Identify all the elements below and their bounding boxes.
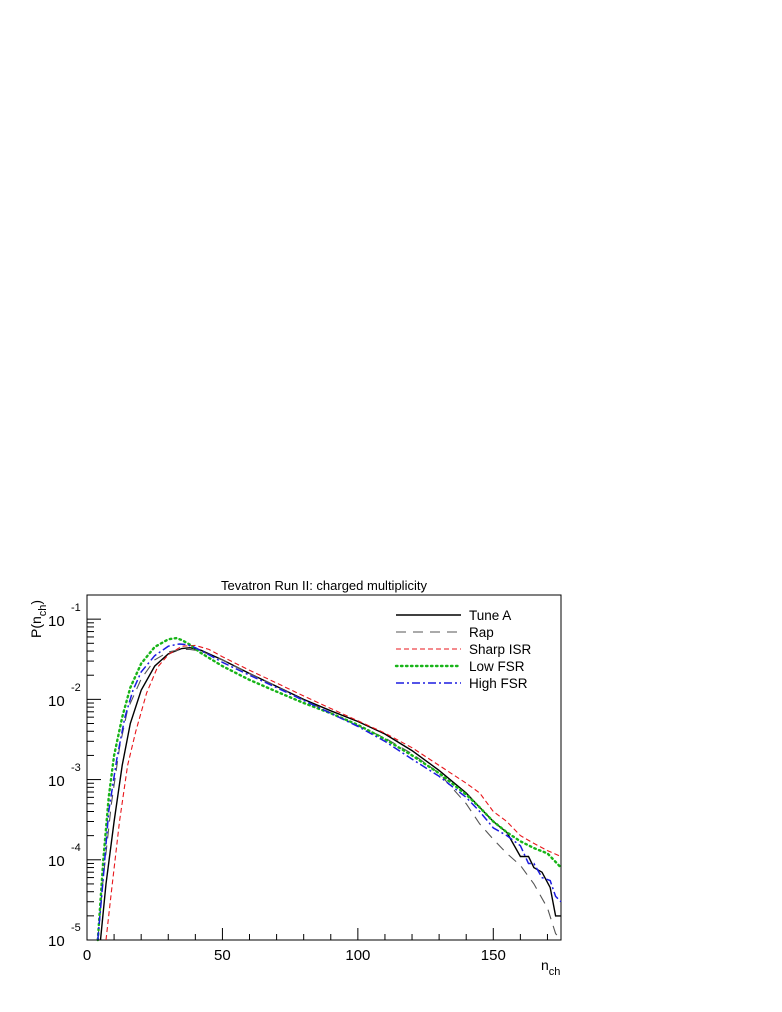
y-tick-base: 10 [48,613,65,630]
axis-ticks [86,594,548,941]
legend-label-tune-a: Tune A [469,608,511,623]
x-axis-label-main: n [541,957,549,973]
y-axis-label: P(nch) [28,600,49,638]
x-axis-label: nch [541,957,560,978]
series-lines [96,636,563,942]
y-tick-base: 10 [48,933,65,950]
x-tick-label: 150 [481,947,506,964]
x-tick-label: 0 [83,947,91,964]
y-tick-exp: -1 [71,602,81,614]
series-line-high-fsr [97,643,562,941]
legend-label-sharp-isr: Sharp ISR [469,642,532,657]
y-tick-exp: -5 [71,922,81,934]
x-tick-label: 50 [214,947,231,964]
x-axis-label-sub: ch [549,966,561,978]
y-tick-base: 10 [48,693,65,710]
y-tick-base: 10 [48,773,65,790]
y-axis-label-post: ) [28,600,44,605]
series-line-rap [97,648,562,941]
y-axis-label-pre: P(n [28,616,44,638]
y-tick-exp: -2 [71,682,81,694]
y-tick-base: 10 [48,853,65,870]
y-tick-labels: 10 -5 10 -4 10 -3 10 -2 10 -1 [48,602,81,950]
legend: Tune A Rap Sharp ISR Low FSR High FSR [394,608,532,691]
series-line-low-fsr [96,636,563,942]
plot-frame [86,594,562,941]
x-tick-label: 100 [345,947,370,964]
chart-title: Tevatron Run II: charged multiplicity [221,578,427,593]
x-tick-labels: 0 50 100 150 [83,947,506,964]
y-tick-exp: -3 [71,762,81,774]
series-line-tune-a [99,646,561,941]
y-axis-label-sub: ch [37,605,49,617]
legend-label-high-fsr: High FSR [469,676,528,691]
y-tick-exp: -4 [71,842,81,854]
legend-label-rap: Rap [469,625,494,640]
legend-label-low-fsr: Low FSR [469,659,525,674]
